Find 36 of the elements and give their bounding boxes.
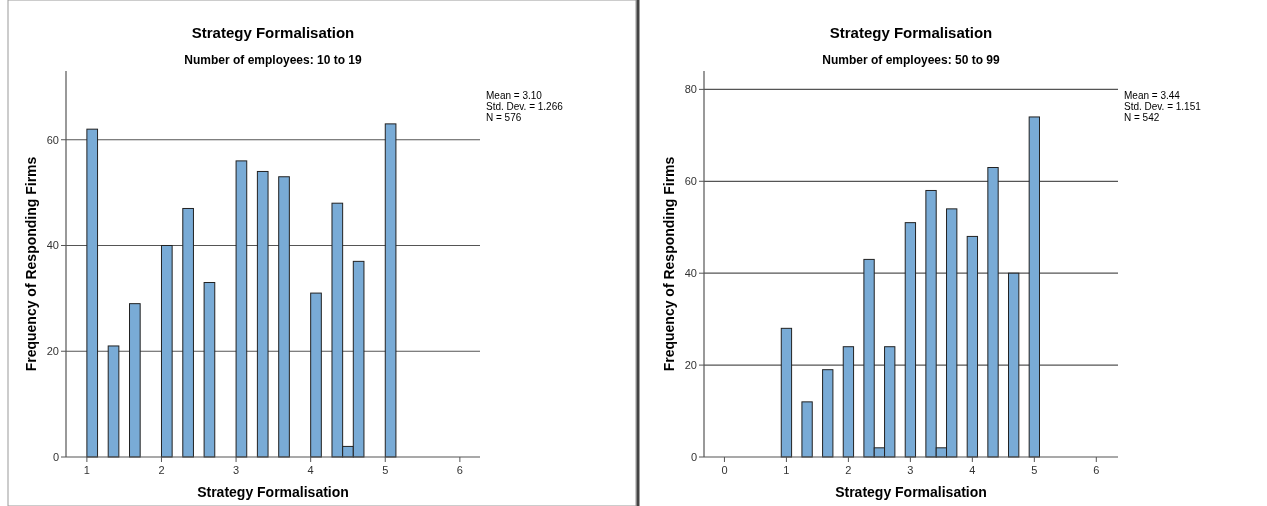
y-tick-label: 80 — [684, 83, 697, 96]
x-tick-label: 4 — [307, 464, 314, 476]
x-tick-label: 4 — [969, 464, 976, 476]
text: Mean = 3.44 — [1124, 90, 1181, 101]
x-tick-label: 5 — [1031, 464, 1038, 476]
y-tick-label: 40 — [684, 267, 697, 280]
y-tick-label: 0 — [690, 450, 697, 463]
x-tick-label: 6 — [1093, 464, 1100, 476]
y-tick-label: 60 — [684, 175, 697, 188]
x-tick-label: 1 — [783, 464, 790, 476]
y-axis-title: Frequency of Responding Firms — [661, 156, 677, 372]
x-tick-label: 1 — [83, 464, 90, 476]
text: Std. Dev. = 1.266 — [486, 101, 564, 112]
text: Std. Dev. = 1.151 — [1124, 101, 1202, 112]
text: N = 542 — [1124, 112, 1160, 123]
y-axis-title: Frequency of Responding Firms — [23, 156, 39, 372]
x-tick-label: 2 — [158, 464, 165, 476]
chart-title: Strategy Formalisation — [829, 24, 993, 41]
x-tick-label: 6 — [456, 464, 463, 476]
x-tick-label: 0 — [721, 464, 728, 476]
text: N = 576 — [486, 112, 522, 123]
y-tick-label: 60 — [46, 133, 59, 146]
chart-subtitle: Number of employees: 10 to 19 — [184, 53, 363, 67]
chart-title: Strategy Formalisation — [191, 24, 355, 41]
chart-subtitle: Number of employees: 50 to 99 — [822, 53, 1001, 67]
x-axis-title: Strategy Formalisation — [197, 484, 349, 500]
x-axis-title: Strategy Formalisation — [835, 484, 987, 500]
x-tick-label: 2 — [845, 464, 852, 476]
x-tick-label: 3 — [907, 464, 914, 476]
x-tick-label: 5 — [382, 464, 389, 476]
y-tick-label: 20 — [684, 358, 697, 371]
x-tick-label: 3 — [233, 464, 240, 476]
y-tick-label: 20 — [46, 345, 59, 358]
text: Mean = 3.10 — [486, 90, 543, 101]
y-tick-label: 40 — [46, 239, 59, 252]
y-tick-label: 0 — [52, 450, 59, 463]
